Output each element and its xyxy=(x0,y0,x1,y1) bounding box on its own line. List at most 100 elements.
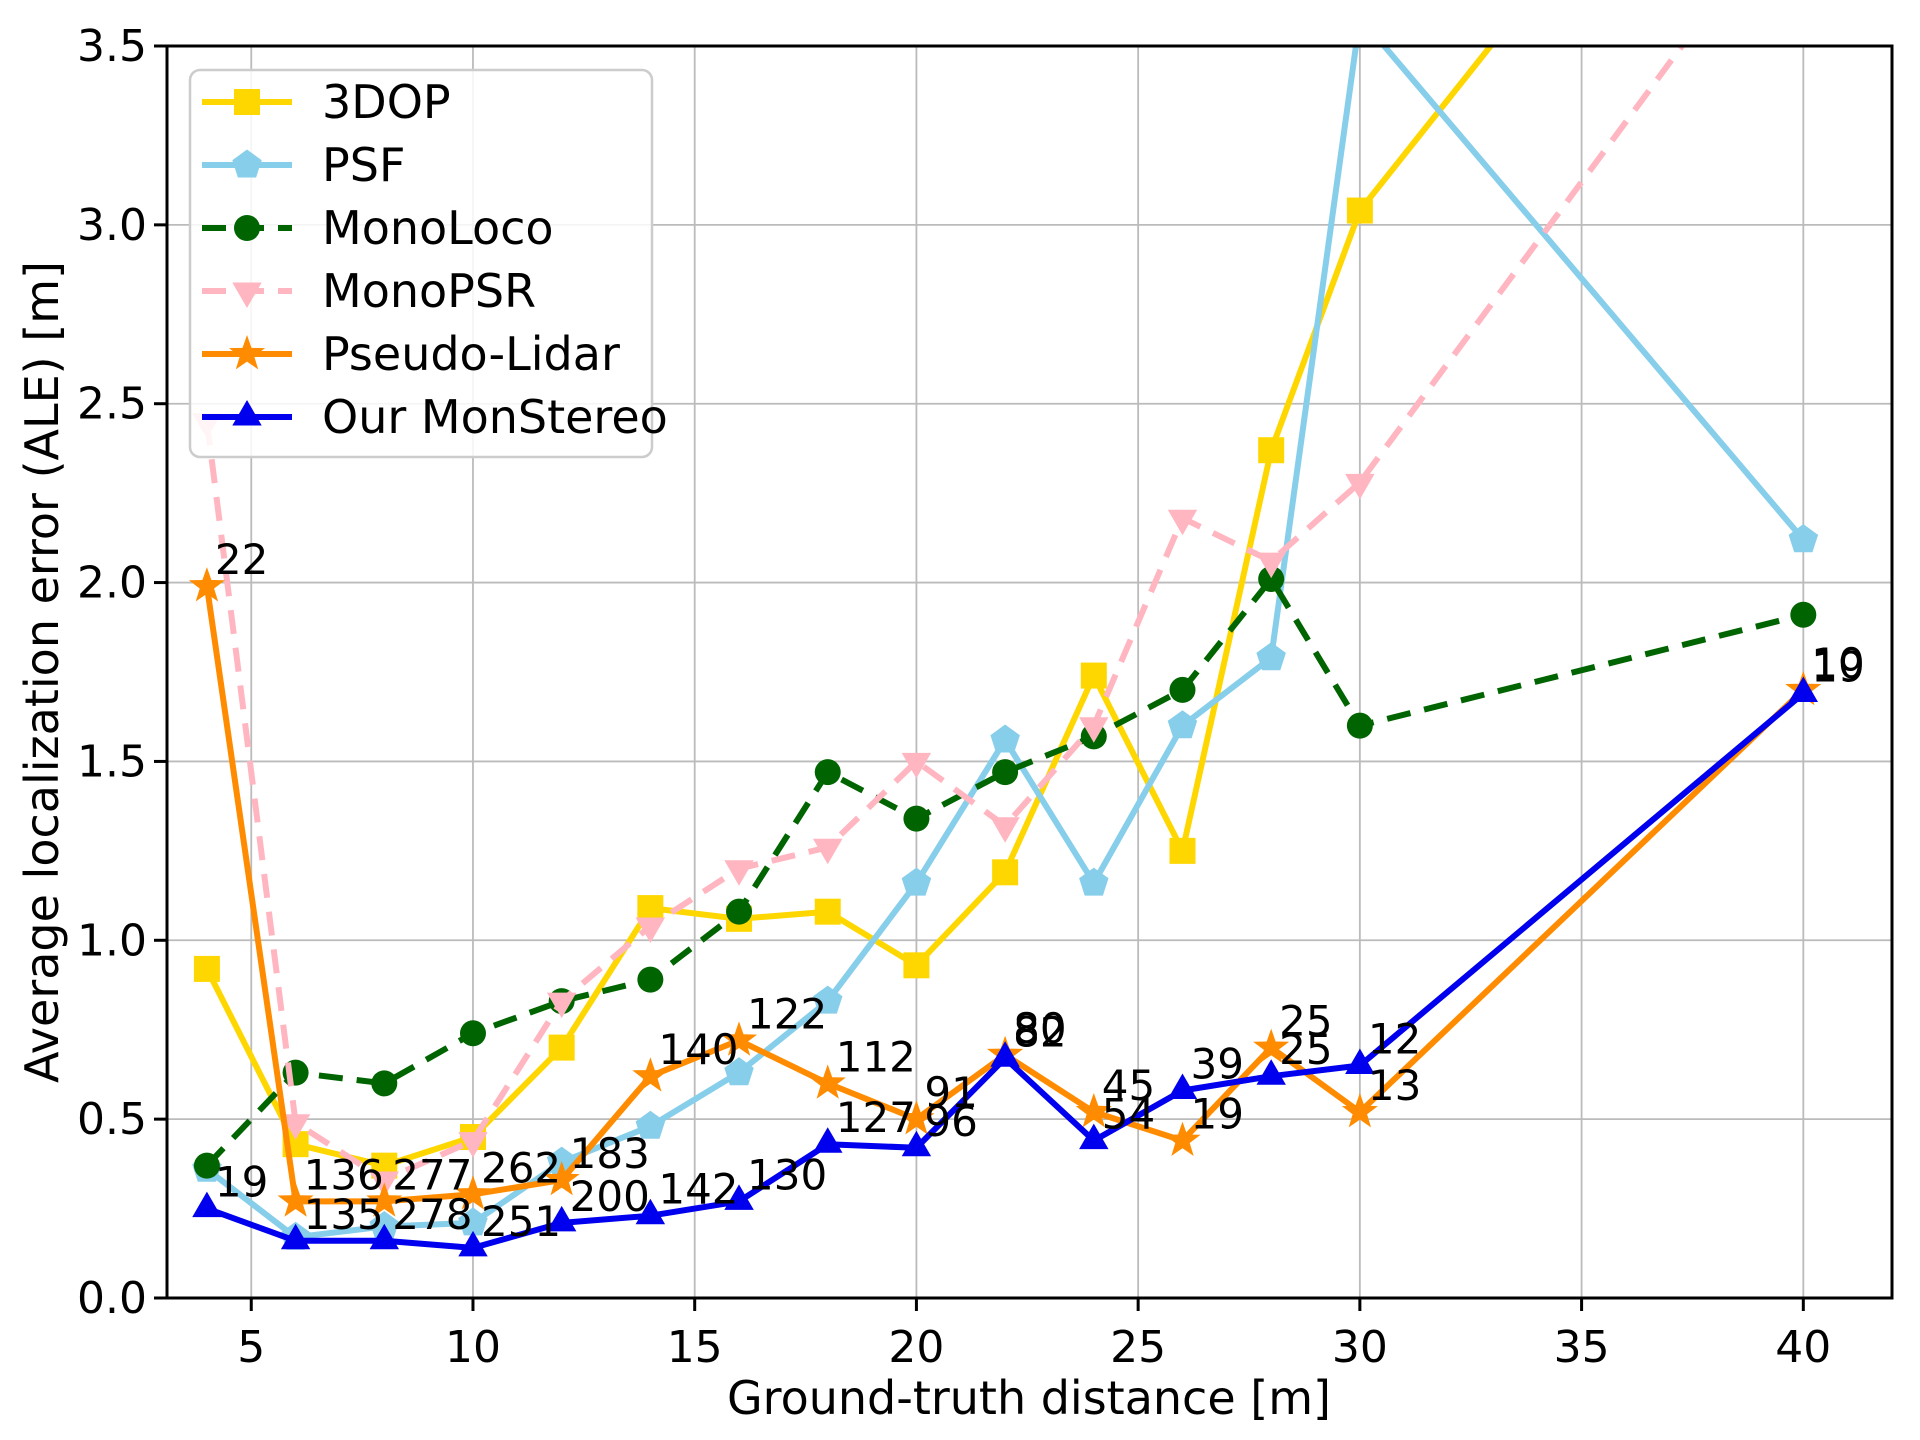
count-label: 82 xyxy=(1013,1007,1066,1056)
series-monoloco-marker xyxy=(903,805,930,832)
series-3dop-marker xyxy=(1258,437,1285,464)
series-our-monstereo-marker xyxy=(635,1198,666,1225)
series-pseudo-lidar-marker xyxy=(277,1182,314,1217)
series-psf-marker xyxy=(1256,642,1286,671)
series-pseudo-lidar-marker xyxy=(809,1064,846,1099)
series-our-monstereo-marker xyxy=(369,1223,399,1250)
legend-entry-our-monstereo: Our MonStereo xyxy=(202,390,668,444)
legend-entry-psf: PSF xyxy=(202,138,405,192)
series-psf-marker xyxy=(1167,710,1198,739)
series-monopsr-marker xyxy=(635,917,666,943)
series-psf-marker xyxy=(1788,524,1819,553)
legend-box xyxy=(188,68,654,459)
count-label: 96 xyxy=(924,1097,977,1146)
legend-monoloco-marker-icon xyxy=(234,215,260,241)
series-pseudo-lidar-marker xyxy=(632,1057,669,1092)
series-3dop xyxy=(193,46,1495,1179)
series-monopsr-marker xyxy=(724,860,754,886)
series-our-monstereo-marker xyxy=(901,1130,932,1157)
series-monoloco-marker xyxy=(371,1070,398,1097)
count-label: 200 xyxy=(570,1172,650,1221)
series-monoloco-marker xyxy=(992,759,1019,786)
x-tick-label: 25 xyxy=(1110,1322,1166,1373)
series-psf-marker xyxy=(724,1057,754,1086)
series-monopsr-marker xyxy=(458,1132,488,1158)
series-pseudo-lidar-marker xyxy=(454,1175,491,1210)
series-monoloco-marker xyxy=(1169,676,1196,703)
series-our-monstereo-marker xyxy=(990,1041,1020,1067)
series-pseudo-lidar-marker xyxy=(543,1161,580,1196)
legend-label: Our MonStereo xyxy=(322,390,668,444)
count-label: 25 xyxy=(1279,1025,1332,1074)
series-our-monstereo-marker xyxy=(1256,1059,1286,1085)
series-monopsr-marker xyxy=(990,817,1020,843)
legend-label: MonoLoco xyxy=(322,201,554,255)
series-monoloco-marker xyxy=(1346,712,1373,739)
y-tick-label: 1.5 xyxy=(77,736,147,787)
count-label: 277 xyxy=(392,1150,472,1199)
count-label: 183 xyxy=(570,1129,650,1178)
series-3dop-marker xyxy=(1169,837,1196,864)
series-3dop-marker xyxy=(903,952,930,979)
series-our-monstereo-marker xyxy=(1167,1073,1198,1099)
y-tick-label: 0.5 xyxy=(77,1094,147,1145)
series-monopsr xyxy=(192,46,1686,1197)
y-tick-label: 3.5 xyxy=(77,21,147,72)
legend-pseudo-lidar-marker-icon xyxy=(228,335,266,370)
count-label: 91 xyxy=(924,1068,977,1117)
series-pseudo-lidar-marker xyxy=(898,1100,935,1135)
series-our-monstereo-marker xyxy=(1788,676,1818,702)
series-monoloco-marker xyxy=(814,759,841,786)
count-label: 10 xyxy=(1811,639,1864,688)
series-our-monstereo-marker xyxy=(724,1184,754,1210)
count-label: 25 xyxy=(1279,997,1332,1046)
count-label: 54 xyxy=(1102,1090,1155,1139)
legend-label: MonoPSR xyxy=(322,264,536,318)
series-monoloco-marker xyxy=(459,1020,486,1047)
legend: 3DOP PSF MonoLoco MonoPSR Pseudo-Lidar Our Mo… xyxy=(188,68,668,459)
legend-label: PSF xyxy=(322,138,405,192)
series-pseudo-lidar-marker xyxy=(1164,1121,1201,1156)
series-our-monstereo-marker xyxy=(1079,1123,1109,1150)
count-label: 13 xyxy=(1368,1061,1421,1110)
x-tick-label: 20 xyxy=(888,1322,944,1373)
count-label: 278 xyxy=(392,1190,472,1239)
count-label: 127 xyxy=(836,1093,916,1142)
legend-entry-monoloco: MonoLoco xyxy=(202,201,554,255)
series-psf-marker xyxy=(458,1207,488,1236)
x-tick-label: 15 xyxy=(667,1322,723,1373)
series-psf-marker xyxy=(901,867,932,896)
x-tick-label: 35 xyxy=(1554,1322,1610,1373)
legend-our-monstereo-marker-icon xyxy=(232,400,262,426)
count-label: 112 xyxy=(836,1032,916,1081)
series-monoloco-marker xyxy=(193,1152,220,1179)
count-label: 251 xyxy=(481,1197,561,1246)
series-our-monstereo-marker xyxy=(813,1127,843,1153)
count-label: 80 xyxy=(1013,1004,1066,1053)
series-3dop-marker xyxy=(814,898,841,925)
count-label: 262 xyxy=(481,1143,561,1192)
series-our-monstereo-marker xyxy=(280,1223,311,1250)
legend-entry-monopsr: MonoPSR xyxy=(202,264,536,318)
x-axis-label: Ground-truth distance [m] xyxy=(727,1371,1331,1425)
count-label: 142 xyxy=(658,1165,738,1214)
legend-label: Pseudo-Lidar xyxy=(322,327,620,381)
series-monoloco-marker xyxy=(1258,565,1285,592)
series-monopsr-marker xyxy=(1079,717,1109,743)
series-psf-marker xyxy=(990,724,1020,753)
series-pseudo-lidar-marker xyxy=(1253,1028,1290,1063)
plot-border xyxy=(165,44,1894,1300)
count-label: 45 xyxy=(1102,1061,1155,1110)
series-monopsr-marker xyxy=(901,752,932,779)
series-3dop-marker xyxy=(992,859,1019,886)
series-pseudo-lidar-marker xyxy=(1075,1093,1112,1128)
count-label: 122 xyxy=(747,989,827,1038)
series-monopsr-marker xyxy=(546,992,577,1019)
series-our-monstereo xyxy=(192,676,1818,1257)
series-our-monstereo-marker xyxy=(458,1230,488,1257)
y-tick-label: 2.0 xyxy=(77,558,147,609)
series-monoloco-marker xyxy=(637,966,664,993)
series-monopsr-marker xyxy=(1167,509,1198,536)
series-our-monstereo-marker xyxy=(192,1191,222,1218)
